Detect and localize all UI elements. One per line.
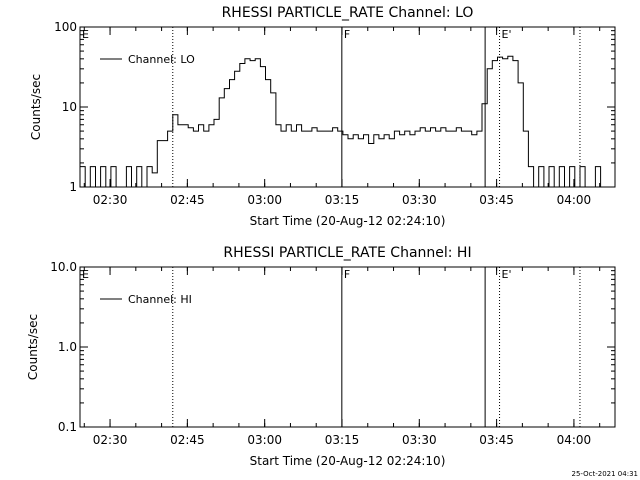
panel-lo: RHESSI PARTICLE_RATE Channel: LO E F E' 02:3… <box>29 5 616 228</box>
panel-hi: RHESSI PARTICLE_RATE Channel: HI E F E' 02:3… <box>26 245 616 468</box>
chart-title: RHESSI PARTICLE_RATE Channel: HI <box>223 245 471 261</box>
y-tick-label: 10.0 <box>50 260 77 274</box>
x-tick-label: 03:00 <box>247 433 282 447</box>
x-tick-label: 02:45 <box>170 433 205 447</box>
x-tick-label: 03:30 <box>402 433 437 447</box>
legend-label: Channel: LO <box>128 53 195 66</box>
y-tick-label: 100 <box>54 20 77 34</box>
x-tick-label: 02:45 <box>170 193 205 207</box>
x-tick-label: 03:00 <box>247 193 282 207</box>
x-tick-label: 02:30 <box>93 193 128 207</box>
series-line <box>80 55 615 188</box>
y-tick-label: 1 <box>69 180 77 194</box>
y-axis-label: Counts/sec <box>26 314 40 380</box>
chart-title: RHESSI PARTICLE_RATE Channel: LO <box>222 5 474 21</box>
event-marker-label: E' <box>502 28 512 41</box>
x-axis-label: Start Time (20-Aug-12 02:24:10) <box>250 454 446 468</box>
event-marker-label: F <box>344 28 350 41</box>
x-tick-label: 03:15 <box>325 433 360 447</box>
event-marker-label: E <box>82 268 89 281</box>
y-axis-label: Counts/sec <box>29 74 43 140</box>
plot-frame <box>79 26 616 188</box>
event-marker-label: F <box>344 268 350 281</box>
y-tick-label: 0.1 <box>58 420 77 434</box>
event-marker-label: E <box>82 28 89 41</box>
footer-timestamp: 25-Oct-2021 04:31 <box>572 470 638 478</box>
y-tick-label: 1.0 <box>58 340 77 354</box>
y-tick-label: 10 <box>62 100 77 114</box>
x-tick-label: 04:00 <box>557 193 592 207</box>
legend-label: Channel: HI <box>128 293 192 306</box>
x-axis-label: Start Time (20-Aug-12 02:24:10) <box>250 214 446 228</box>
x-tick-label: 04:00 <box>557 433 592 447</box>
event-marker-label: E' <box>502 268 512 281</box>
x-tick-label: 03:45 <box>479 193 514 207</box>
x-tick-label: 03:15 <box>325 193 360 207</box>
x-tick-label: 02:30 <box>93 433 128 447</box>
plot-frame <box>79 266 616 428</box>
x-tick-label: 03:30 <box>402 193 437 207</box>
x-tick-label: 03:45 <box>479 433 514 447</box>
